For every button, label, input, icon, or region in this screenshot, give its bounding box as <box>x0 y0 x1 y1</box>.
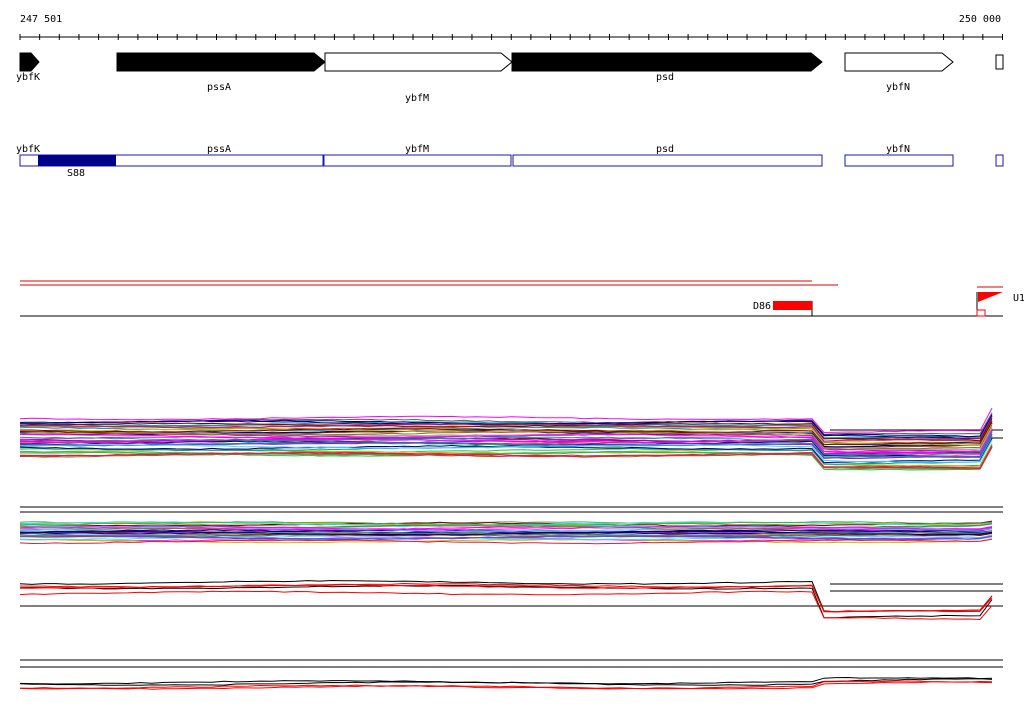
trace <box>20 525 993 531</box>
trace <box>19 680 993 690</box>
region-u1 <box>976 309 986 317</box>
trace <box>19 416 993 439</box>
gene-label: ybfM <box>405 93 429 104</box>
trace <box>19 445 993 469</box>
trace <box>19 417 993 442</box>
region-label: U1 <box>1013 293 1024 304</box>
gene-box <box>323 154 512 167</box>
trace <box>19 527 993 535</box>
gene-label: psd <box>656 72 674 83</box>
trace <box>20 431 993 455</box>
trace <box>19 590 993 621</box>
trace <box>20 446 993 470</box>
trace <box>19 428 993 451</box>
gene-box <box>844 154 954 167</box>
trace <box>19 529 993 534</box>
region-label: S88 <box>67 168 85 179</box>
trace <box>19 439 993 463</box>
region-d86 <box>773 301 812 310</box>
trace <box>19 429 993 453</box>
gene-arrow <box>19 52 40 72</box>
gene-arrow <box>844 52 954 72</box>
trace <box>19 416 993 442</box>
trace <box>19 520 993 527</box>
ruler-start: 247 501 <box>20 14 62 25</box>
gene-label: ybfN <box>886 82 910 93</box>
box-label: psd <box>656 144 674 155</box>
track-line <box>20 292 1003 317</box>
trace <box>19 534 993 541</box>
gene-arrow <box>511 52 823 72</box>
trace <box>19 579 993 613</box>
gene-box <box>995 154 1004 167</box>
trace <box>20 584 993 613</box>
gene-arrow <box>995 54 1004 70</box>
box-label: pssA <box>207 144 231 155</box>
trace <box>19 431 993 456</box>
trace <box>19 530 993 537</box>
gene-arrow <box>324 52 513 72</box>
box-label: ybfM <box>405 144 429 155</box>
gene-label: pssA <box>207 82 231 93</box>
trace <box>19 521 993 526</box>
trace <box>19 413 993 439</box>
region-u1 <box>978 292 1003 302</box>
trace <box>19 680 993 690</box>
reference-lines <box>20 429 1003 668</box>
trace <box>20 424 993 450</box>
trace <box>19 584 993 619</box>
traces <box>19 407 993 690</box>
gene-arrow <box>116 52 326 72</box>
gene-label: ybfK <box>16 72 40 83</box>
trace <box>19 438 993 464</box>
trace <box>19 421 993 446</box>
trace <box>19 407 993 434</box>
gene-box <box>19 154 324 167</box>
trace <box>19 523 993 530</box>
region-label: D86 <box>753 301 771 312</box>
ruler-ticks <box>19 34 1003 40</box>
trace <box>19 676 993 685</box>
trace <box>19 538 993 545</box>
trace <box>19 534 993 540</box>
box-label: ybfN <box>886 144 910 155</box>
box-label: ybfK <box>16 144 40 155</box>
trace <box>19 582 993 613</box>
region-s88 <box>38 155 116 166</box>
gene-box <box>512 154 823 167</box>
gene-boxes <box>19 154 1004 167</box>
ruler-end: 250 000 <box>959 14 1001 25</box>
